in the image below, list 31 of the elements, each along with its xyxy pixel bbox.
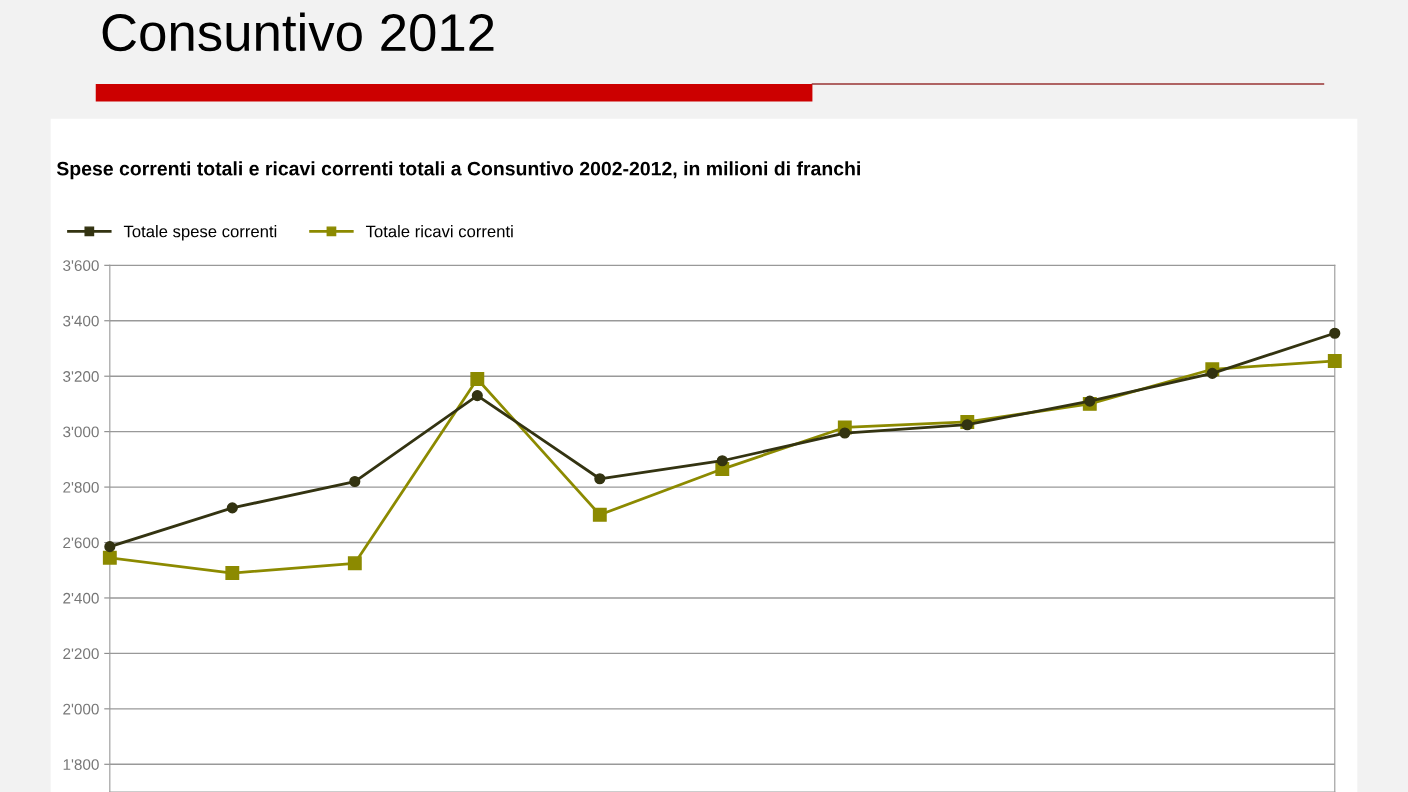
y-tick-label: 2'800 — [63, 481, 99, 493]
point — [226, 502, 238, 514]
legend-label: Totale ricavi correnti — [365, 225, 513, 238]
legend-label: Totale spese correnti — [123, 225, 277, 241]
y-tick-label: 1'800 — [63, 759, 99, 770]
y-tick-label: 3'600 — [63, 260, 99, 272]
point — [1084, 395, 1096, 407]
point — [347, 556, 362, 571]
y-tick-label: 2'400 — [63, 592, 99, 604]
point — [104, 541, 116, 553]
y-tick-label: 3'400 — [63, 315, 99, 327]
point — [1206, 367, 1218, 379]
y-tick-label: 3'000 — [63, 426, 99, 438]
y-tick-label: 2'000 — [63, 703, 99, 715]
point — [349, 475, 361, 488]
point — [961, 419, 973, 431]
y-tick-label: 3'200 — [63, 371, 99, 382]
point — [471, 390, 483, 402]
point — [470, 372, 485, 386]
chart-subtitle: Spese correnti totali e ricavi correnti totali a Consuntivo 2002-2012, in milioni di franchi — [56, 161, 860, 180]
point — [102, 550, 117, 565]
y-tick-label: 2'200 — [63, 648, 99, 660]
point — [1329, 327, 1341, 339]
chart-title: Consuntivo 2012 — [102, 12, 494, 52]
point — [716, 455, 728, 467]
y-tick-label: 2'600 — [63, 537, 99, 549]
point — [839, 427, 851, 439]
point — [592, 507, 607, 522]
point — [225, 566, 240, 580]
point — [1327, 354, 1342, 368]
point — [594, 473, 606, 485]
